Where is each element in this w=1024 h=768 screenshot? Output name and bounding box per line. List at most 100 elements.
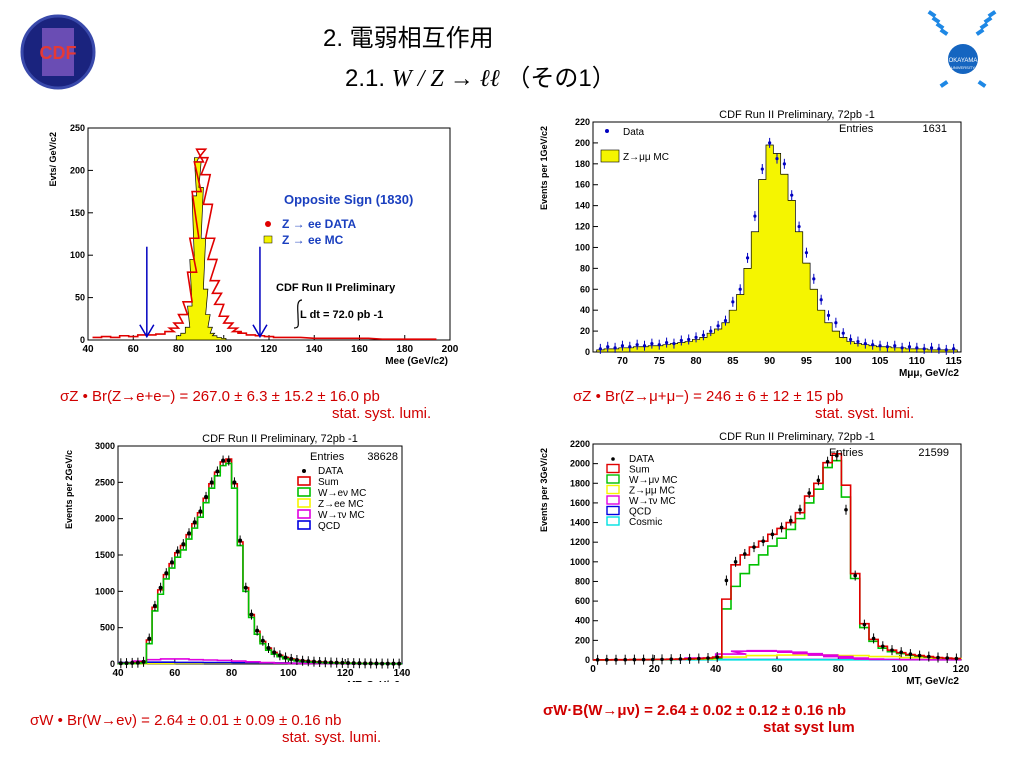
y-tick-label: 2000 [570,459,590,469]
y-tick-label: 40 [580,305,590,315]
y-tick-label: 200 [70,165,85,175]
x-axis-label: Mμμ, GeV/c2 [899,368,959,379]
y-tick-label: 3000 [95,441,115,451]
data-point [351,661,356,666]
y-axis-label: Events per 1GeV/c2 [539,126,549,210]
data-point [701,333,705,337]
data-point [790,193,794,197]
plot-frame [87,127,451,341]
data-point [272,650,277,655]
zee-mass-svg: 40 60 80 100 120 140 160 180 200 0 50 100 150 200 250 M… [48,123,459,367]
data-point [881,644,885,649]
data-point [317,659,322,664]
data-point [283,655,288,660]
luminosity-label: L dt = 72.0 pb -1 [300,309,383,321]
data-point [363,661,368,666]
x-tick-label: 120 [337,668,354,679]
wen-mt-plot: 40 60 80 100 120 140 0 500 1000 1500 2000 2500 3000 M… [60,430,420,682]
x-tick-label: 80 [690,356,702,367]
data-point [678,657,683,661]
data-point [294,658,299,663]
legend-marker [297,476,311,486]
data-point [927,654,931,659]
wmn-uncertainty-labels: stat syst lum [763,719,855,736]
data-point [181,542,186,547]
data-point [635,343,639,347]
data-point [922,347,926,351]
data-point [147,636,152,641]
data-point [723,319,728,323]
histogram-line [118,462,402,665]
legend-marker [297,487,311,497]
subtitle-math: W / Z → ℓℓ [391,66,500,92]
legend-label: DATA [629,454,655,465]
cdf-logo-text: CDF [40,43,77,63]
y-tick-label: 1800 [570,478,590,488]
y-tick-label: 1000 [570,557,590,567]
data-point [118,661,123,666]
wen-uncertainty-labels: stat. syst. lumi. [282,729,382,746]
data-point [368,661,373,666]
legend-data-label: Data [623,127,645,138]
y-tick-label: 2000 [95,514,115,524]
x-tick-label: 80 [173,344,185,355]
data-point [731,300,735,304]
legend-marker [302,469,306,473]
wen-mt-svg: 40 60 80 100 120 140 0 500 1000 1500 2000 2500 3000 M… [64,433,411,682]
y-tick-label: 50 [75,293,85,303]
legend-label: Z→ee MC [318,499,364,510]
data-point [311,659,316,664]
y-tick-label: 180 [575,159,590,169]
y-tick-label: 0 [80,335,85,345]
data-point [249,612,254,617]
y-tick-label: 140 [575,201,590,211]
legend-marker [606,505,620,516]
data-point [198,509,203,514]
selection-label: Opposite Sign (1830) [284,192,413,207]
data-point [323,660,328,665]
y-tick-label: 800 [575,576,590,586]
wmn-cross-section: σW·B(W→μν) = 2.64 ± 0.02 ± 0.12 ± 0.16 n… [543,702,855,736]
series-w-e-mc [118,462,402,665]
data-point [632,657,637,662]
histogram-fill [596,144,958,353]
data-point [158,585,163,590]
data-point [385,661,390,666]
x-tick-label: 105 [872,356,889,367]
data-point [669,657,673,662]
plot-title: CDF Run II Preliminary, 72pb -1 [719,109,875,121]
entries-value: 21599 [918,447,949,459]
data-point [346,661,351,666]
y-tick-label: 1400 [570,518,590,528]
zmm-mass-plot: 70 75 80 85 90 95 100 105 110 115 0 20 40 60 80 100 120 1… [533,98,973,380]
data-point [768,141,772,145]
legend-label: W→τν MC [629,496,676,507]
y-tick-label: 100 [70,250,85,260]
data-point [745,256,750,260]
data-point [779,525,784,530]
data-point [266,646,271,651]
preliminary-label: CDF Run II Preliminary [276,282,396,294]
x-axis-label: MT, GeV/c2 [347,680,400,682]
x-tick-label: 20 [649,664,661,675]
legend-label: QCD [629,507,651,518]
series-z-ee-mc [175,157,227,341]
data-point [743,552,747,556]
x-tick-label: 115 [946,356,963,367]
data-point [798,507,802,512]
data-point [716,324,720,328]
legend-marker [611,457,615,461]
data-point [357,661,362,666]
legend-label: W→τν MC [318,510,365,521]
x-tick-label: 60 [771,664,783,675]
data-point [853,573,857,578]
y-tick-label: 60 [580,284,590,294]
data-point [885,345,889,349]
plot-title: CDF Run II Preliminary, 72pb -1 [202,433,358,445]
legend-marker [297,498,311,508]
y-tick-label: 0 [585,347,590,357]
y-tick-label: 100 [575,242,590,252]
data-point [812,277,816,281]
data-point [908,652,913,656]
legend-mc-label: Z → ee MC [282,233,344,247]
